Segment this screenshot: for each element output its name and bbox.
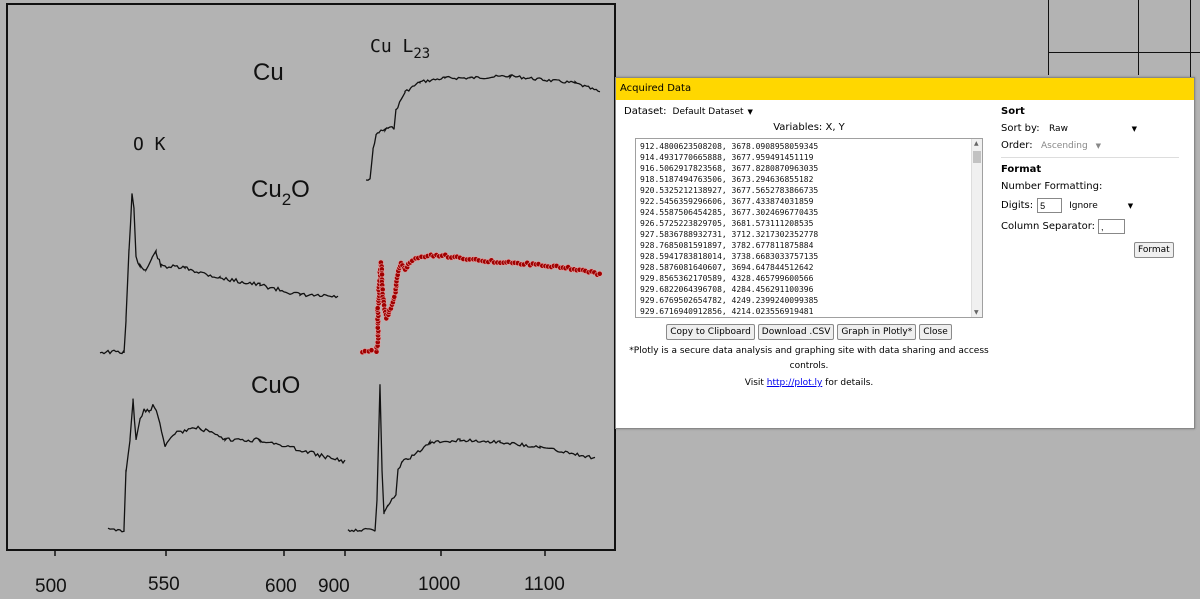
visit-line: Visit http://plot.ly for details. [744, 378, 874, 388]
chevron-down-icon: ▼ [1095, 141, 1101, 150]
spectra-curves [99, 73, 601, 533]
figure-frame [6, 3, 616, 551]
order-label: Order: [1001, 140, 1033, 151]
axis-tick-marks [54, 550, 546, 556]
sort-heading: Sort [1001, 106, 1025, 117]
sort-by-row: Sort by: Raw ▼ [1001, 123, 1179, 134]
digits-row: Digits: Ignore▼ [1001, 198, 1179, 213]
data-textarea[interactable]: 912.4800623508208, 3678.0908958059345 91… [635, 138, 983, 318]
close-button[interactable]: Close [919, 324, 952, 340]
divider [1001, 157, 1179, 158]
digitized-markers [359, 251, 603, 356]
acquired-data-dialog: Acquired Data Dataset: Default Dataset ▼ … [615, 77, 1195, 429]
data-rows: 912.4800623508208, 3678.0908958059345 91… [640, 142, 819, 316]
label-cuo: CuO [251, 372, 300, 399]
tick-label-500: 500 [35, 576, 67, 597]
copy-to-clipboard-button[interactable]: Copy to Clipboard [666, 324, 755, 340]
tick-label-1100: 1100 [524, 574, 565, 595]
dataset-row: Dataset: Default Dataset ▼ [624, 106, 994, 117]
tick-label-900: 900 [318, 576, 350, 597]
variables-label: Variables: X, Y [773, 122, 845, 133]
scroll-thumb[interactable] [973, 151, 981, 163]
chevron-down-icon: ▼ [747, 107, 753, 116]
number-formatting-label: Number Formatting: [1001, 181, 1103, 192]
sort-by-label: Sort by: [1001, 123, 1040, 134]
tick-label-1000: 1000 [418, 574, 460, 595]
dialog-titlebar[interactable]: Acquired Data [616, 78, 1194, 100]
label-ok: O K [133, 134, 166, 155]
column-separator-label: Column Separator: [1001, 221, 1096, 232]
digits-label: Digits: [1001, 200, 1034, 211]
grid-line [1190, 0, 1191, 80]
label-cu2o: Cu2O [251, 176, 310, 209]
scroll-down-icon[interactable]: ▼ [974, 309, 979, 316]
data-point-marker [596, 270, 603, 277]
chevron-down-icon: ▼ [1131, 124, 1137, 133]
dataset-label: Dataset: [624, 106, 667, 117]
options-pane: Sort Sort by: Raw ▼ Order: Ascending ▼ For… [1001, 106, 1179, 258]
grid-line [1048, 52, 1200, 53]
label-cu: Cu [253, 59, 284, 86]
data-point-marker [379, 271, 385, 278]
curve-ok-cu2o [99, 193, 339, 355]
download-csv-button[interactable]: Download .CSV [757, 324, 835, 340]
plotly-note: *Plotly is a secure data analysis and gr… [629, 346, 989, 371]
ignore-select[interactable]: Ignore ▼ [1069, 200, 1134, 211]
dataset-select[interactable]: Default Dataset ▼ [672, 106, 753, 117]
data-point-marker [368, 347, 375, 354]
action-buttons: Copy to Clipboard Download .CSV Graph in… [624, 324, 994, 340]
data-point-marker [374, 305, 381, 311]
label-cu-l23: Cu L23 [370, 36, 430, 62]
curve-ok-cuo [107, 398, 346, 533]
curve-cu-l23 [365, 73, 601, 181]
format-heading: Format [1001, 164, 1042, 175]
tick-label-550: 550 [148, 574, 180, 595]
tick-label-600: 600 [265, 576, 297, 597]
data-pane: Dataset: Default Dataset ▼ Variables: X, … [624, 106, 994, 388]
column-separator-row: Column Separator: [1001, 219, 1179, 234]
curve-cu-l23-cuo [347, 384, 596, 533]
format-button[interactable]: Format [1134, 242, 1174, 258]
grid-line [1048, 0, 1049, 75]
column-separator-input[interactable] [1098, 219, 1126, 234]
grid-line [1138, 0, 1139, 75]
scrollbar[interactable]: ▲ ▼ [971, 139, 982, 317]
order-select[interactable]: Ascending ▼ [1041, 140, 1101, 151]
digits-input[interactable] [1037, 198, 1063, 213]
sort-by-select[interactable]: Raw ▼ [1049, 123, 1137, 134]
plotly-link[interactable]: http://plot.ly [766, 378, 823, 388]
order-row: Order: Ascending ▼ [1001, 140, 1179, 151]
scroll-up-icon[interactable]: ▲ [974, 140, 979, 147]
graph-in-plotly-button[interactable]: Graph in Plotly* [837, 324, 917, 340]
chevron-down-icon: ▼ [1127, 201, 1134, 210]
